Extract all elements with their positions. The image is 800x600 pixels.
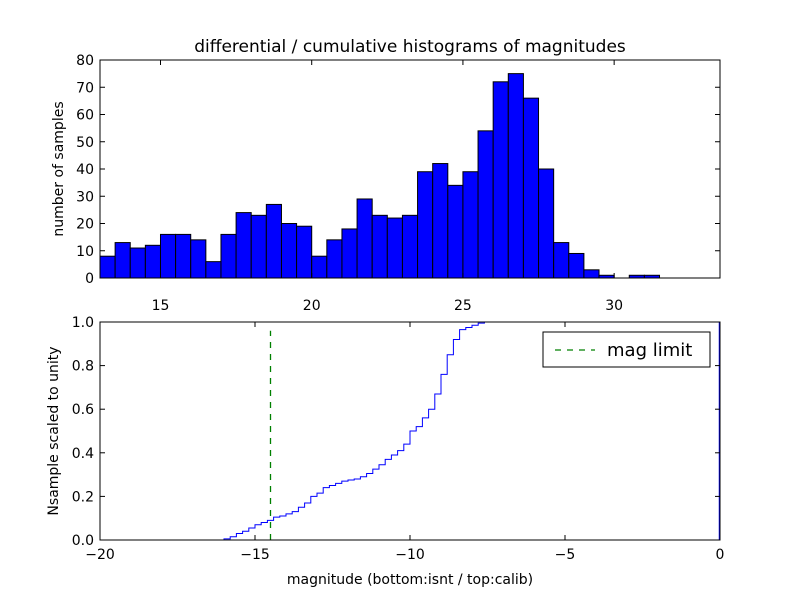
histogram-bar (175, 233, 192, 279)
bottom-y-axis-label: Nsample scaled to unity (46, 346, 62, 515)
y-tick-label: 40 (76, 162, 94, 178)
histogram-bar (447, 184, 464, 279)
top-y-axis-label: number of samples (51, 101, 67, 236)
bottom-plot-frame (99, 321, 721, 541)
y-tick-label: 1.0 (72, 315, 94, 331)
histogram-bar (386, 217, 403, 279)
cumulative-step-line (100, 321, 720, 541)
y-tick-label: 0.4 (72, 446, 94, 462)
x-tick-label: 20 (303, 298, 321, 314)
histogram-bar (477, 130, 494, 279)
histogram-bar (311, 255, 328, 279)
histogram-bar (568, 252, 585, 279)
histogram-bars (99, 73, 661, 279)
histogram-bar (462, 171, 479, 279)
histogram-bar (371, 214, 388, 279)
x-tick-label: 30 (605, 298, 623, 314)
y-tick-label: 0.8 (72, 359, 94, 375)
bottom-tick-labels: −20 −15 −10 −5 0 0.0 0.2 0.4 0.6 0.8 1.0 (72, 315, 725, 563)
top-tick-labels: 15 20 25 30 0 10 20 30 40 50 60 70 80 (76, 53, 623, 314)
x-tick-label: −20 (85, 547, 115, 563)
y-tick-label: 0.6 (72, 402, 94, 418)
y-tick-label: 50 (76, 135, 94, 151)
histogram-bar (205, 261, 222, 279)
y-tick-label: 60 (76, 108, 94, 124)
histogram-bar (250, 214, 267, 279)
histogram-bar (114, 242, 131, 279)
y-tick-label: 10 (76, 244, 94, 260)
histogram-bar (190, 239, 207, 279)
y-tick-label: 0.2 (72, 489, 94, 505)
histogram-bar (507, 73, 524, 279)
histogram-bar (522, 97, 540, 279)
histogram-bar (159, 233, 177, 279)
histogram-bar (280, 223, 298, 279)
x-tick-label: 15 (152, 298, 170, 314)
y-tick-label: 80 (76, 53, 94, 69)
legend-label: mag limit (607, 340, 692, 361)
histogram-bar (265, 203, 282, 279)
y-tick-label: 0 (85, 271, 94, 287)
histogram-bar (432, 163, 449, 279)
histogram-bar (220, 233, 237, 279)
histogram-bar (235, 212, 252, 279)
histogram-bar (538, 168, 555, 279)
x-axis-label: magnitude (bottom:isnt / top:calib) (287, 572, 533, 588)
histogram-bar (144, 244, 161, 279)
y-tick-label: 0.0 (72, 533, 94, 549)
histogram-bar (553, 242, 570, 279)
x-tick-label: −10 (395, 547, 425, 563)
x-tick-label: −15 (240, 547, 270, 563)
histogram-bar (99, 255, 116, 279)
y-tick-label: 70 (76, 80, 94, 96)
histogram-bar (341, 228, 358, 279)
histogram-bar (583, 269, 600, 279)
chart-title: differential / cumulative histograms of … (194, 37, 626, 57)
top-plot-frame (99, 59, 721, 279)
x-tick-label: 0 (716, 547, 725, 563)
cumulative-histogram: Nsample scaled to unity magnitude (botto… (46, 315, 724, 588)
histogram-bar (492, 81, 509, 279)
histogram-bar (326, 239, 343, 279)
legend: mag limit (542, 331, 711, 368)
histogram-bar (401, 214, 419, 279)
histogram-bar (296, 225, 313, 279)
x-tick-label: −5 (555, 547, 576, 563)
differential-histogram: differential / cumulative histograms of … (51, 37, 721, 314)
histogram-bar (356, 198, 373, 279)
histogram-bar (417, 171, 434, 279)
histogram-bar (129, 247, 146, 279)
y-tick-label: 30 (76, 189, 94, 205)
y-tick-label: 20 (76, 217, 94, 233)
x-tick-label: 25 (454, 298, 472, 314)
